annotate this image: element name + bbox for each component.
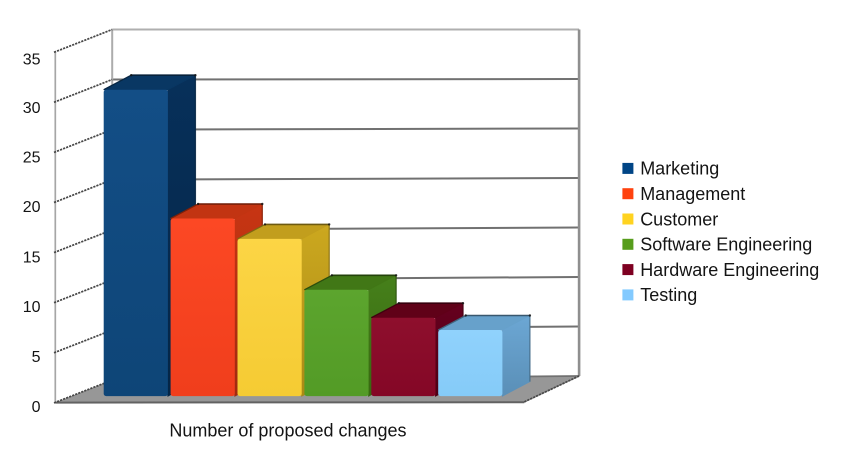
svg-text:Customer: Customer <box>640 209 718 229</box>
svg-text:10: 10 <box>23 299 41 316</box>
svg-text:35: 35 <box>23 52 41 69</box>
svg-text:Testing: Testing <box>640 285 697 305</box>
svg-text:0: 0 <box>32 399 41 416</box>
svg-text:Software Engineering: Software Engineering <box>640 235 812 255</box>
svg-text:5: 5 <box>32 349 41 366</box>
svg-text:20: 20 <box>23 199 41 216</box>
svg-text:Management: Management <box>640 184 745 204</box>
svg-text:Marketing: Marketing <box>640 159 719 179</box>
svg-text:Number of proposed changes: Number of proposed changes <box>169 421 406 441</box>
svg-text:Hardware Engineering: Hardware Engineering <box>640 260 819 280</box>
svg-text:15: 15 <box>23 249 41 266</box>
svg-text:30: 30 <box>23 100 41 117</box>
svg-text:25: 25 <box>23 150 41 167</box>
